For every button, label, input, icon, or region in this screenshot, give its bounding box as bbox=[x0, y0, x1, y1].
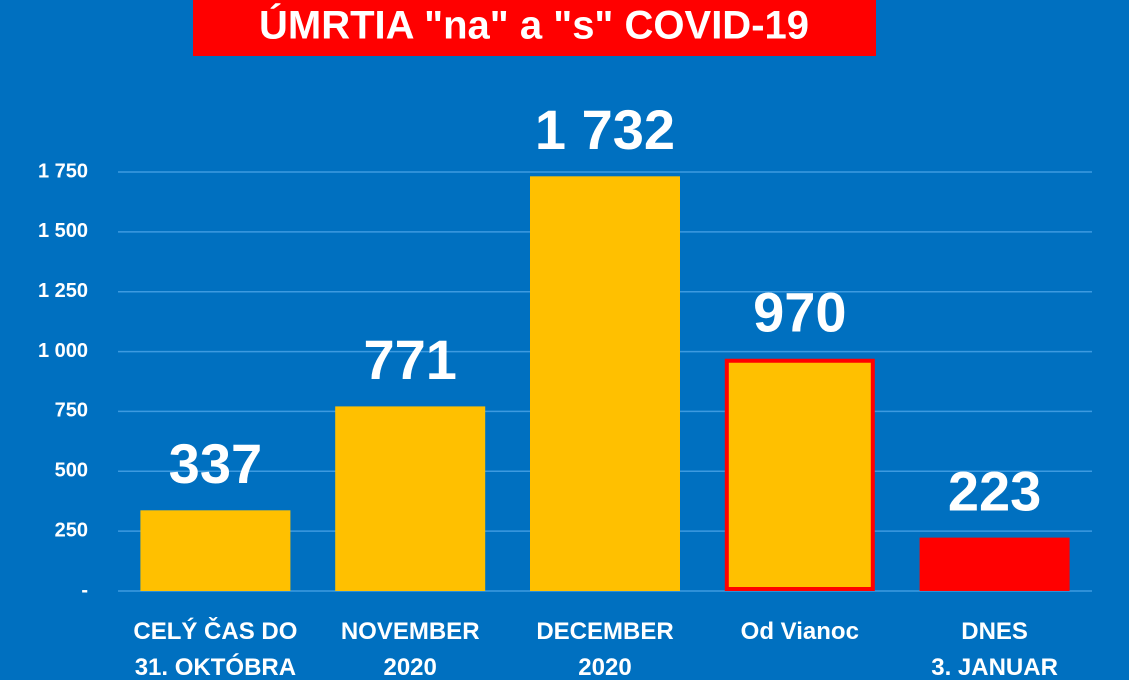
y-tick-label: 1 500 bbox=[38, 220, 88, 242]
title-background bbox=[193, 0, 876, 56]
y-tick-label: 500 bbox=[55, 460, 88, 482]
chart-title: ÚMRTIA "na" a "s" COVID-19 bbox=[259, 2, 809, 48]
value-label: 1 732 bbox=[535, 98, 675, 161]
bar bbox=[724, 358, 875, 591]
y-tick-label: 1 250 bbox=[38, 280, 88, 302]
x-tick-label: Od Vianoc bbox=[740, 618, 859, 645]
value-label: 970 bbox=[753, 281, 846, 344]
bar bbox=[919, 537, 1070, 591]
y-tick-label: 1 000 bbox=[38, 340, 88, 362]
bar bbox=[530, 176, 680, 592]
value-label: 337 bbox=[169, 432, 262, 495]
x-tick-label: DECEMBER 2020 bbox=[536, 618, 674, 680]
bar bbox=[140, 510, 291, 591]
bar bbox=[335, 406, 486, 591]
y-tick-label: - bbox=[81, 579, 88, 601]
y-tick-label: 250 bbox=[55, 519, 88, 541]
y-tick-label: 1 750 bbox=[38, 160, 88, 182]
x-tick-label: CELÝ ČAS DO 31. OKTÓBRA bbox=[133, 618, 298, 680]
x-tick-label: DNES 3. JANUAR bbox=[931, 618, 1058, 680]
value-label: 223 bbox=[948, 459, 1041, 522]
value-label: 771 bbox=[363, 328, 456, 391]
y-tick-label: 750 bbox=[55, 400, 88, 422]
x-tick-label: NOVEMBER 2020 bbox=[340, 618, 480, 680]
